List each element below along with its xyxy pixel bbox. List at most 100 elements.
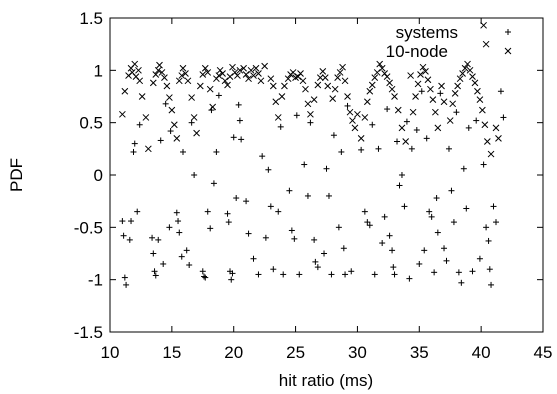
- systems-point: [280, 271, 286, 277]
- systems-point: [336, 224, 342, 230]
- y-tick-label: 0.5: [79, 114, 103, 133]
- 10-node-point: [482, 122, 488, 128]
- 10-node-point: [132, 61, 138, 67]
- 10-node-point: [262, 63, 268, 69]
- 10-node-point: [197, 83, 203, 89]
- systems-point: [149, 235, 155, 241]
- systems-point: [426, 209, 432, 215]
- 10-node-point: [439, 83, 445, 89]
- systems-point: [414, 127, 420, 133]
- 10-node-point: [330, 96, 336, 102]
- 10-node-point: [302, 86, 308, 92]
- systems-point: [205, 209, 211, 215]
- systems-point: [119, 218, 125, 224]
- 10-node-point: [479, 107, 485, 113]
- systems-point: [286, 188, 292, 194]
- systems-point: [175, 218, 181, 224]
- systems-point: [379, 240, 385, 246]
- systems-point: [321, 251, 327, 257]
- systems-point: [409, 146, 415, 152]
- 10-node-point: [483, 41, 489, 47]
- systems-point: [301, 162, 307, 168]
- systems-point: [259, 153, 265, 159]
- 10-node-point: [189, 95, 195, 101]
- 10-node-point: [311, 97, 317, 103]
- systems-point: [375, 146, 381, 152]
- systems-point: [431, 269, 437, 275]
- systems-point: [123, 282, 129, 288]
- 10-node-point: [145, 146, 151, 152]
- systems-point: [191, 172, 197, 178]
- 10-node-point: [367, 88, 373, 94]
- systems-point: [481, 162, 487, 168]
- systems-point: [200, 268, 206, 274]
- 10-node-point: [410, 109, 416, 115]
- 10-node-point: [270, 83, 276, 89]
- systems-point: [372, 271, 378, 277]
- systems-point: [202, 275, 208, 281]
- systems-point: [394, 139, 400, 145]
- 10-node-point: [362, 114, 368, 120]
- 10-node-point: [300, 78, 306, 84]
- 10-node-point: [345, 94, 351, 100]
- systems-point: [211, 180, 217, 186]
- systems-point: [131, 149, 137, 155]
- systems-point: [163, 101, 169, 107]
- x-tick-label: 15: [162, 343, 181, 362]
- 10-node-point: [395, 107, 401, 113]
- 10-node-point: [384, 74, 390, 80]
- systems-point: [326, 193, 332, 199]
- systems-point: [483, 224, 489, 230]
- systems-point: [243, 198, 249, 204]
- systems-point: [401, 203, 407, 209]
- systems-point: [238, 136, 244, 142]
- systems-point: [207, 225, 213, 231]
- 10-node-point: [169, 107, 175, 113]
- 10-node-point: [137, 78, 143, 84]
- systems-point: [268, 203, 274, 209]
- 10-node-point: [408, 73, 414, 79]
- systems-point: [278, 124, 284, 130]
- systems-point: [345, 103, 351, 109]
- 10-node-point: [307, 111, 313, 117]
- systems-point: [421, 247, 427, 253]
- 10-node-point: [185, 78, 191, 84]
- systems-point: [498, 88, 504, 94]
- 10-node-point: [166, 95, 172, 101]
- 10-node-point: [477, 97, 483, 103]
- systems-point: [341, 245, 347, 251]
- y-tick-label: -0.5: [74, 218, 103, 237]
- systems-point: [500, 114, 506, 120]
- systems-point: [463, 205, 469, 211]
- 10-node-point: [472, 80, 478, 86]
- systems-point: [213, 149, 219, 155]
- 10-node-point: [305, 101, 311, 107]
- y-tick-label: 1.5: [79, 9, 103, 28]
- 10-node-point: [441, 99, 447, 105]
- systems-point: [246, 231, 252, 237]
- 10-node-point: [493, 125, 499, 131]
- systems-point: [184, 247, 190, 253]
- x-tick-label: 10: [101, 343, 120, 362]
- systems-point: [456, 269, 462, 275]
- systems-point: [255, 271, 261, 277]
- systems-point: [451, 219, 457, 225]
- 10-node-point: [347, 109, 353, 115]
- systems-point: [396, 182, 402, 188]
- 10-node-point: [268, 76, 274, 82]
- 10-node-point: [495, 135, 501, 141]
- 10-node-point: [315, 82, 321, 88]
- systems-point: [469, 268, 475, 274]
- 10-node-point: [413, 94, 419, 100]
- systems-point: [424, 135, 430, 141]
- systems-point: [487, 266, 493, 272]
- systems-point: [305, 193, 311, 199]
- 10-node-point: [171, 122, 177, 128]
- 10-node-point: [481, 22, 487, 28]
- y-tick-label: -1.5: [74, 323, 103, 342]
- systems-point: [328, 271, 334, 277]
- systems-point: [134, 209, 140, 215]
- 10-node-point: [427, 86, 433, 92]
- legend-mark-systems: [505, 29, 511, 35]
